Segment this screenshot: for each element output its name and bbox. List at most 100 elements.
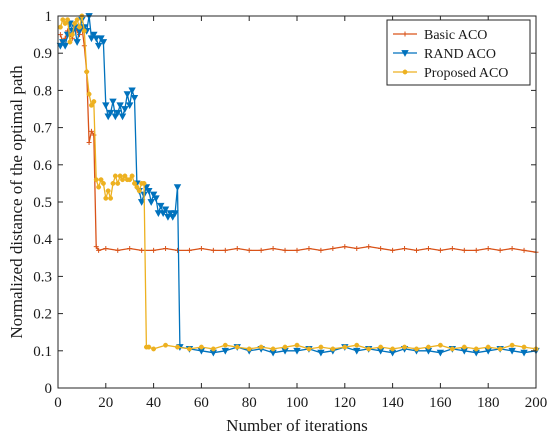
x-tick-label: 60 [194,395,209,411]
data-point [73,39,81,46]
data-point [246,247,252,253]
data-point [106,109,115,117]
legend-item: Basic ACO [393,28,487,43]
x-tick-label: 180 [477,395,500,411]
data-point [128,87,136,95]
data-point [151,346,157,352]
data-point [306,346,312,352]
data-point [521,247,527,253]
ticks-layer: 0 20 40 60 80 100 120 140 160 180 200 0 0.1 0.2 0.3 0.4… [33,9,547,411]
legend-marker [402,69,408,75]
data-point [84,69,90,75]
data-point [104,113,112,121]
data-point [89,102,94,108]
data-point [108,195,114,201]
y-tick-label: 0.8 [33,83,52,99]
data-point [157,202,165,210]
data-point [115,180,121,186]
legend-item: RAND ACO [393,47,496,62]
data-point [449,346,455,352]
data-point [509,342,515,348]
data-point [149,191,158,199]
data-point [122,173,128,179]
data-point [330,346,336,352]
data-point [57,24,63,30]
data-point [366,346,372,352]
x-tick-label: 40 [146,395,161,411]
data-point [234,246,240,251]
data-point [120,177,125,183]
data-point [437,247,443,253]
data-point [175,344,180,350]
data-point [353,347,361,355]
data-point [354,342,360,348]
data-point [330,246,336,251]
data-point [97,35,105,43]
data-point [198,344,204,350]
data-point [520,349,528,357]
x-tick-label: 80 [242,395,257,411]
data-point [118,113,127,121]
data-point [105,188,111,194]
x-tick-label: 140 [381,395,404,411]
data-point [390,346,396,352]
y-tick-label: 0.1 [33,344,52,360]
data-point [164,213,172,221]
data-point [449,246,455,251]
y-tick-label: 0 [45,381,53,397]
data-point [175,247,180,253]
data-point [96,247,102,253]
data-point [270,346,276,352]
data-point [402,246,408,251]
data-point [93,177,99,183]
data-point [461,344,467,350]
x-tick-label: 0 [54,395,62,411]
data-point [161,206,170,214]
data-point [508,347,516,355]
legend-marker [402,31,408,37]
data-point [294,342,300,348]
data-point [171,210,179,217]
data-point [99,39,108,46]
y-tick-label: 0.6 [33,158,52,174]
data-point [258,247,264,253]
data-point [169,213,177,221]
data-point [121,106,129,113]
data-point [116,102,124,110]
data-point [115,247,121,253]
data-point [390,247,396,253]
y-tick-label: 0.7 [33,121,52,137]
data-point [96,184,102,190]
data-point [473,247,479,253]
data-point [130,94,139,102]
data-point [117,173,123,179]
data-point [59,39,67,46]
data-point [147,199,155,206]
data-point [414,247,419,253]
data-point [134,184,140,190]
data-point [436,349,445,357]
data-point [65,17,71,23]
data-point [146,344,152,350]
data-point [402,344,407,350]
data-point [282,344,288,350]
data-point [426,344,431,350]
data-point [270,246,276,251]
data-point [74,17,80,23]
data-point [112,173,118,179]
legend-label: Basic ACO [424,28,487,43]
data-point [222,247,228,253]
data-point [485,246,491,251]
data-point [91,99,97,105]
data-point [60,17,66,23]
data-point [163,342,169,348]
data-point [151,247,157,253]
legend-label: Proposed ACO [424,66,508,81]
data-point [127,177,133,183]
data-point [317,349,325,357]
data-point [72,20,78,26]
data-point [509,246,515,251]
data-point [103,195,109,201]
data-point [111,113,120,121]
